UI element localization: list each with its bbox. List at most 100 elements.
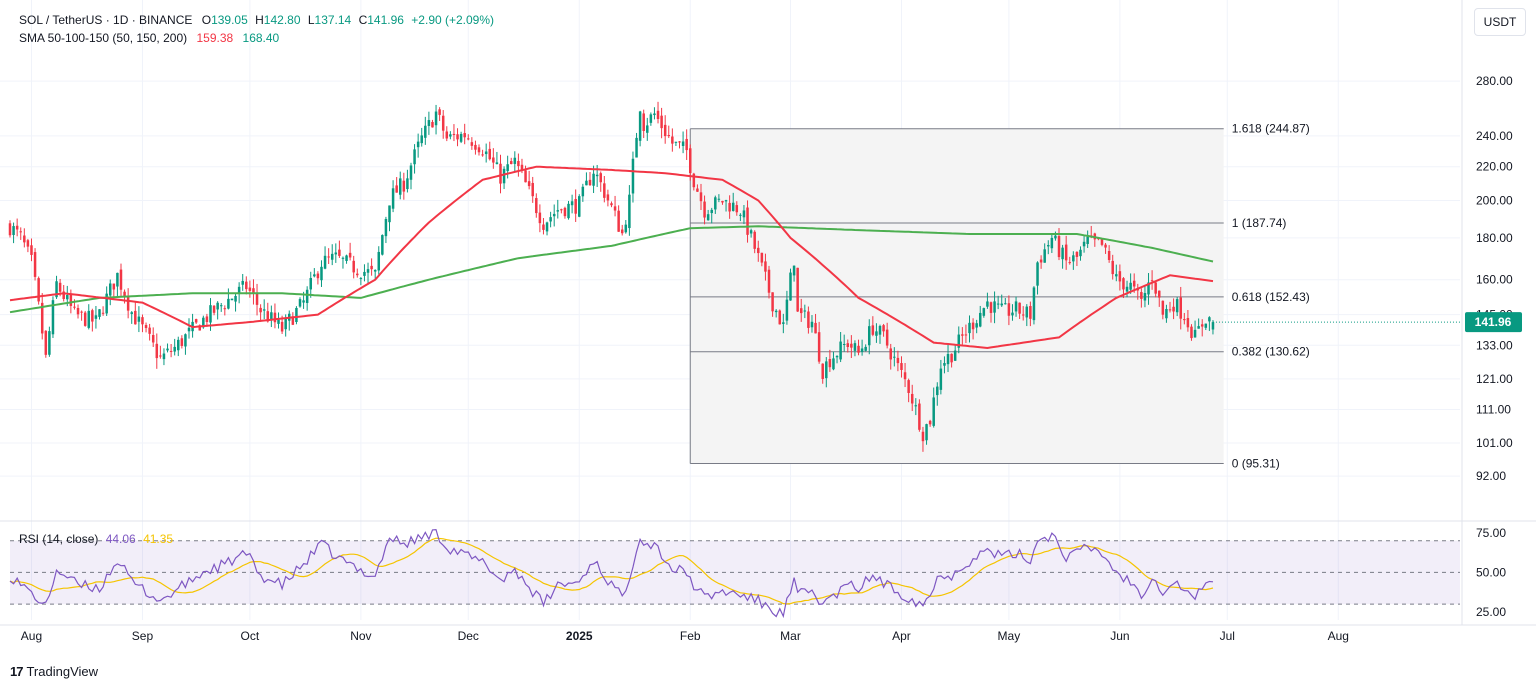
candle-body: [803, 310, 807, 312]
candle-body: [1129, 282, 1132, 290]
candle-body: [87, 310, 91, 328]
candle-body: [1000, 303, 1003, 306]
candle-body: [767, 269, 771, 293]
candle-body: [1186, 318, 1190, 328]
candle-body: [119, 269, 123, 290]
candle-body: [910, 393, 914, 404]
candle-body: [1054, 235, 1057, 239]
candle-body: [502, 168, 506, 184]
candle-body: [1172, 306, 1175, 312]
tradingview-logo[interactable]: 17 TradingView: [10, 664, 98, 679]
candle-body: [44, 330, 48, 355]
candle-body: [789, 272, 792, 301]
candle-body: [438, 109, 441, 115]
candle-body: [291, 316, 295, 325]
candle-body: [1086, 236, 1089, 244]
candle-body: [302, 300, 305, 303]
candle-body: [936, 386, 939, 396]
candle-body: [40, 302, 44, 334]
candle-body: [814, 322, 817, 334]
candle-body: [885, 329, 889, 346]
candle-body: [1200, 324, 1204, 327]
candle-body: [108, 283, 112, 296]
rsi-pane[interactable]: [9, 528, 1460, 619]
rsi-line: [9, 528, 1214, 619]
candle-body: [953, 350, 957, 361]
candle-body: [384, 218, 388, 237]
candle-body: [1175, 299, 1179, 313]
candle-body: [395, 185, 398, 193]
candle-body: [1050, 237, 1054, 249]
candle-body: [1122, 278, 1125, 290]
candle-body: [864, 346, 867, 351]
candle-body: [889, 348, 892, 360]
candle-body: [950, 353, 953, 363]
rsi-label[interactable]: RSI (14, close): [19, 532, 99, 546]
candle-body: [98, 309, 101, 317]
candle-body: [345, 255, 348, 261]
candle-body: [653, 113, 656, 116]
candle-body: [545, 222, 549, 232]
price-tick-label: 101.00: [1476, 436, 1513, 450]
candle-body: [1068, 262, 1072, 264]
candle-body: [73, 306, 76, 308]
symbol-title[interactable]: SOL / TetherUS · 1D · BINANCE: [19, 13, 193, 27]
time-tick-label: Oct: [241, 629, 260, 643]
candle-body: [1082, 241, 1086, 247]
candle-body: [112, 283, 116, 290]
candle-body: [878, 325, 882, 335]
time-tick-label: Aug: [1328, 629, 1349, 643]
candle-body: [280, 321, 284, 332]
candle-body: [1011, 312, 1014, 316]
candle-body: [309, 277, 312, 290]
fibonacci-retracement[interactable]: 1.618 (244.87) 1 (187.74) 0.618 (152.43) 0.…: [689, 122, 1310, 471]
change-value: +2.90 (+2.09%): [411, 13, 495, 27]
candle-body: [205, 316, 209, 322]
candle-body: [552, 213, 556, 217]
candle-body: [1147, 282, 1150, 295]
candle-body: [574, 198, 577, 214]
candle-body: [796, 267, 799, 312]
currency-button[interactable]: USDT: [1474, 8, 1526, 36]
candle-body: [366, 269, 370, 273]
candle-body: [993, 301, 996, 313]
candle-body: [338, 249, 341, 256]
candle-body: [467, 138, 470, 140]
candle-body: [80, 311, 83, 313]
candle-body: [248, 287, 252, 291]
candle-body: [1100, 238, 1104, 245]
rsi-value: 44.06: [105, 532, 136, 546]
candle-body: [1150, 280, 1154, 282]
candle-body: [169, 350, 173, 352]
candle-body: [23, 235, 26, 243]
price-tick-label: 133.00: [1476, 338, 1513, 352]
candle-body: [721, 200, 724, 203]
candle-body: [1064, 244, 1068, 261]
sma-label[interactable]: SMA 50-100-150 (50, 150, 200): [19, 31, 188, 45]
candle-body: [452, 133, 456, 135]
candle-body: [714, 197, 717, 210]
candle-body: [839, 341, 842, 360]
candle-body: [918, 403, 921, 430]
candle-body: [388, 205, 391, 223]
candle-body: [771, 292, 774, 312]
candle-body: [327, 256, 330, 258]
rsi-legend: RSI (14, close) 44.06 41.35: [19, 532, 173, 546]
candle-body: [978, 312, 982, 327]
candlestick-series: [8, 101, 1215, 452]
candle-body: [1075, 251, 1079, 257]
candle-body: [341, 257, 345, 259]
candle-body: [377, 251, 381, 271]
candle-body: [1047, 245, 1050, 247]
candle-body: [30, 245, 33, 255]
candle-body: [459, 133, 463, 142]
candle-body: [230, 298, 234, 301]
candle-body: [742, 210, 746, 218]
candle-body: [1107, 251, 1111, 260]
time-tick-label: Apr: [892, 629, 911, 643]
candle-body: [348, 252, 352, 258]
chart-axes: 280.00240.00220.00200.00180.00160.00145.…: [0, 0, 1536, 643]
price-tick-label: 180.00: [1476, 231, 1513, 245]
rsi-ma-line: [9, 537, 1214, 605]
